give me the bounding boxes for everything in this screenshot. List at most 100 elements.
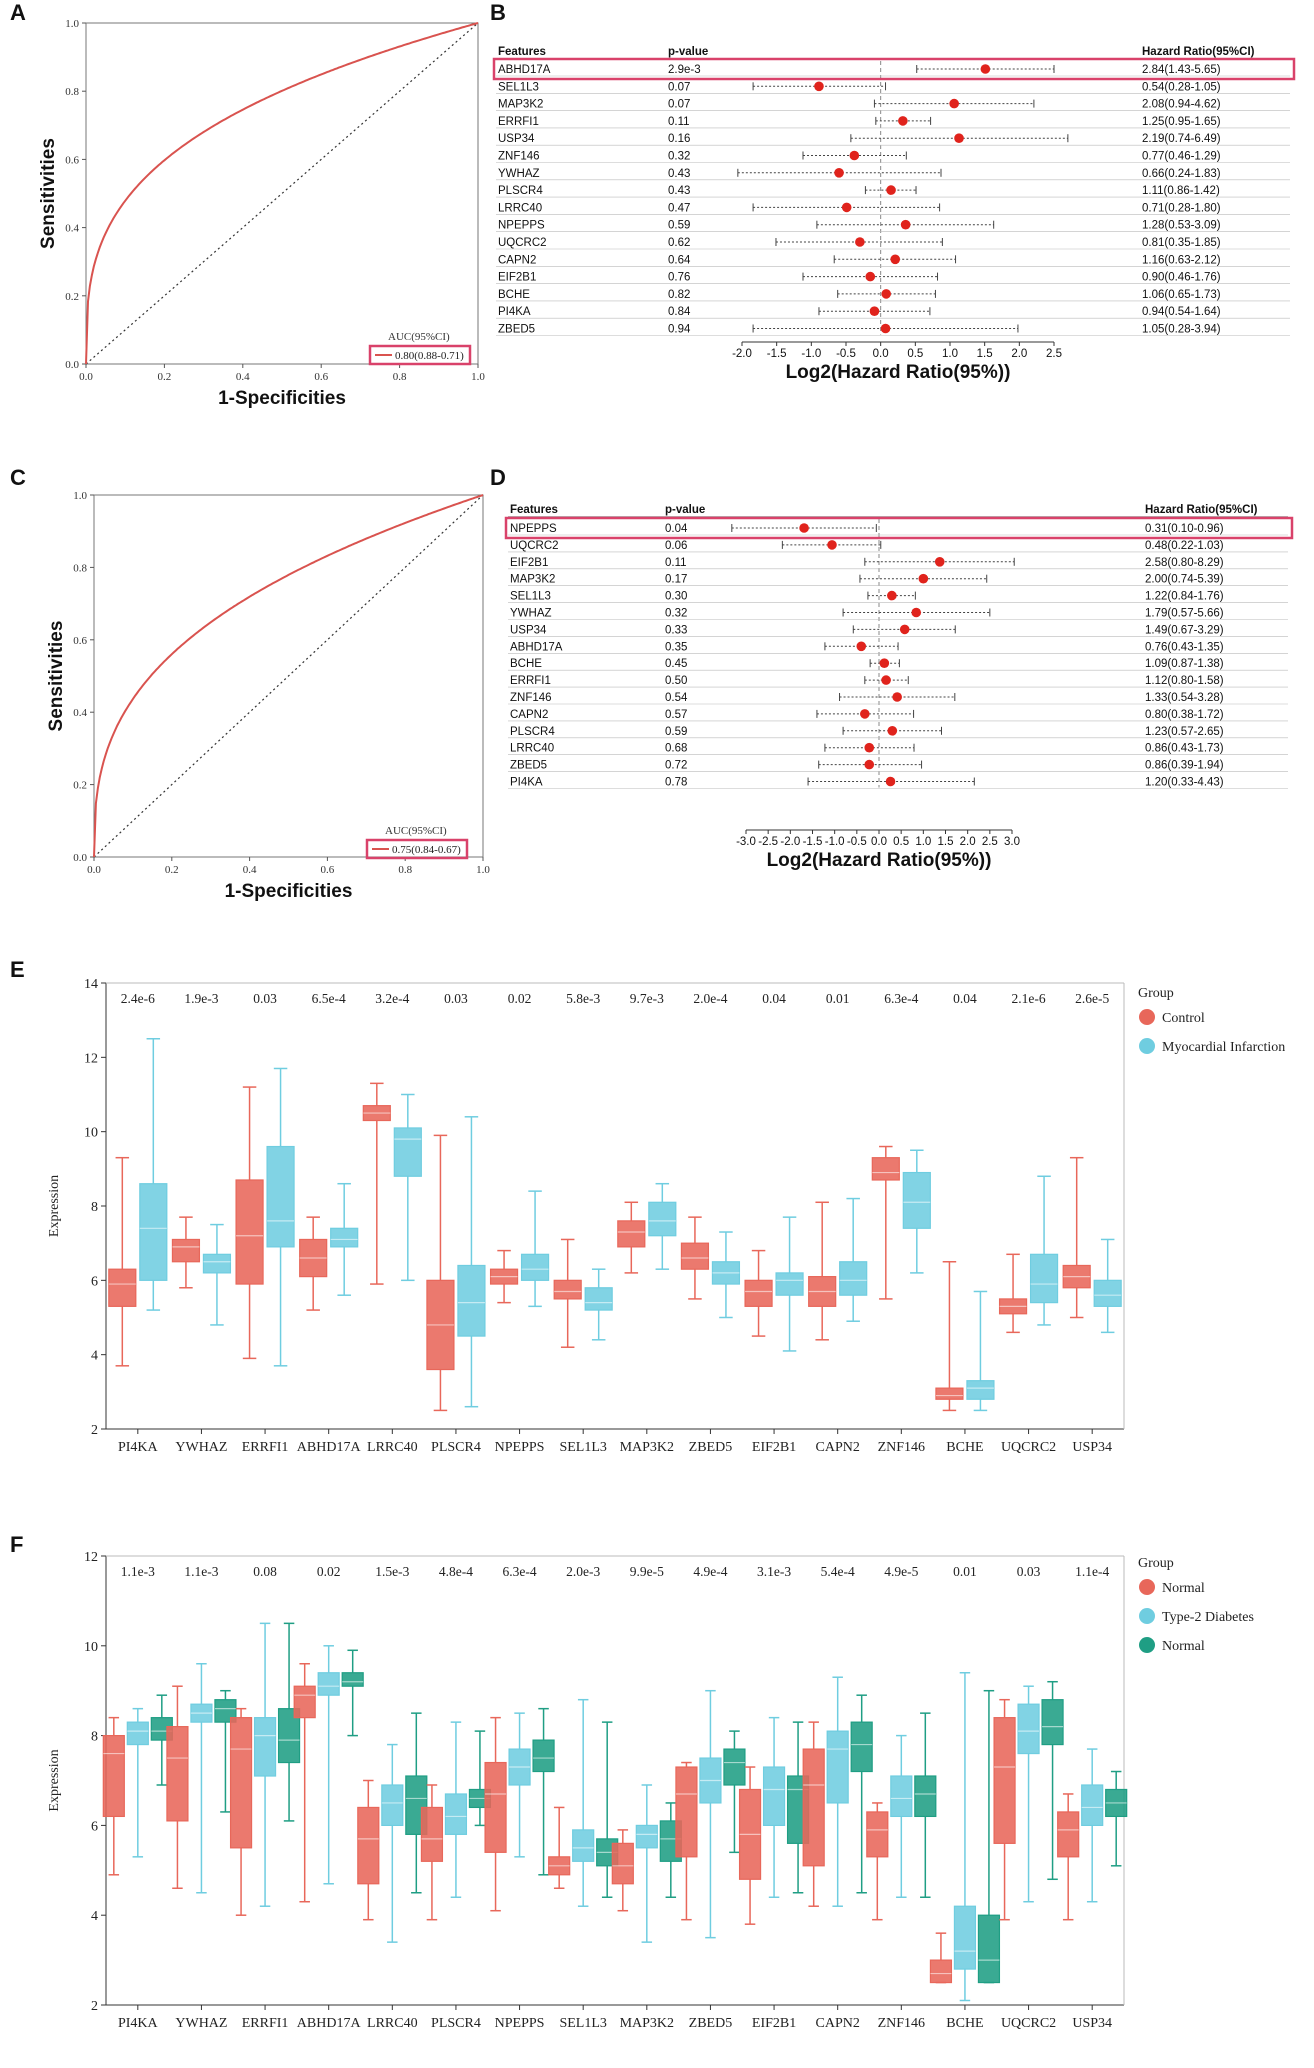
- x-tick-label: USP34: [1072, 2016, 1112, 2031]
- x-tick-label: ZNF146: [878, 2016, 925, 2031]
- plot-frame: [93, 494, 484, 858]
- x-tick-label: PI4KA: [118, 1440, 159, 1455]
- point-estimate: [864, 742, 875, 753]
- x-tick-label: 2.0: [960, 836, 976, 848]
- pvalue-label: 0.43: [668, 168, 690, 180]
- feature-label: ZBED5: [510, 760, 547, 772]
- x-tick-label: 0.6: [314, 371, 328, 383]
- box-cyan: [457, 1264, 486, 1337]
- point-estimate: [860, 709, 870, 719]
- x-tick-label: 1.0: [476, 864, 490, 876]
- y-tick-label: 12: [84, 1051, 98, 1066]
- pvalue-label: 0.32: [665, 608, 687, 620]
- feature-label: PI4KA: [510, 777, 543, 789]
- col-header-features: Features: [510, 504, 558, 516]
- roc-panel-c: 0.0 0.2 0.4 0.6 0.8 1.0 0.0 0.2 0.4 0.6 0.8 1.0 1-Sp…: [46, 490, 490, 902]
- hazard-ratio-label: 1.33(0.54-3.28): [1145, 692, 1224, 704]
- x-tick-label: ZBED5: [689, 1440, 733, 1455]
- x-tick-label: 0.2: [165, 864, 179, 876]
- point-estimate: [834, 168, 844, 178]
- box-red: [171, 1238, 201, 1263]
- pvalue-label: 0.57: [665, 709, 687, 721]
- x-tick-label: 1.5: [977, 348, 993, 360]
- box-red: [235, 1179, 264, 1285]
- x-tick-label: -1.5: [767, 348, 787, 360]
- x-tick-label: 2.5: [982, 836, 998, 848]
- roc-curve: [93, 494, 484, 858]
- pvalue-label: 0.43: [668, 185, 690, 197]
- box-cyan: [966, 1380, 995, 1400]
- pvalue-label: 0.54: [665, 692, 688, 704]
- y-tick-label: 10: [84, 1640, 98, 1655]
- feature-label: USP34: [498, 133, 535, 145]
- point-estimate: [827, 540, 837, 550]
- legend-entry: Myocardial Infarction: [1162, 1040, 1285, 1055]
- box-red: [420, 1806, 444, 1862]
- reference-diagonal: [93, 494, 484, 858]
- pvalue-label: 0.02: [508, 991, 532, 1006]
- hazard-ratio-label: 2.08(0.94-4.62): [1142, 99, 1221, 111]
- box-cyan: [775, 1272, 804, 1296]
- hazard-ratio-label: 0.86(0.39-1.94): [1145, 760, 1224, 772]
- x-tick-label: -1.5: [803, 836, 823, 848]
- y-tick-label: 10: [84, 1126, 98, 1141]
- feature-label: PLSCR4: [498, 185, 543, 197]
- pvalue-label: 6.3e-4: [884, 991, 918, 1006]
- pvalue-label: 0.62: [668, 237, 690, 249]
- feature-label: SEL1L3: [510, 591, 551, 603]
- box-red: [484, 1761, 507, 1853]
- legend-entry: 0.80(0.88-0.71): [395, 350, 464, 362]
- plot-frame: [85, 22, 479, 365]
- x-tick-label: -0.5: [836, 348, 856, 360]
- pvalue-label: 0.33: [665, 624, 687, 636]
- hazard-ratio-label: 0.77(0.46-1.29): [1142, 151, 1221, 163]
- x-tick-label: SEL1L3: [559, 1440, 606, 1455]
- pvalue-label: 0.04: [665, 523, 688, 535]
- pvalue-label: 0.78: [665, 777, 687, 789]
- legend-swatch-red: [1139, 1579, 1155, 1595]
- x-tick-label: 0.0: [871, 836, 887, 848]
- pvalue-label: 4.8e-4: [439, 1564, 473, 1579]
- pvalue-label: 0.35: [665, 641, 687, 653]
- y-tick-label: 0.2: [65, 291, 79, 303]
- box-cyan: [202, 1253, 232, 1274]
- point-estimate: [980, 64, 991, 74]
- col-header-hazard-ratio: Hazard Ratio(95%CI): [1145, 504, 1258, 516]
- legend-entry: Normal: [1162, 1581, 1205, 1596]
- x-tick-label: NPEPPS: [495, 2016, 545, 2031]
- point-estimate: [885, 776, 896, 787]
- y-tick-label: 0.6: [65, 154, 79, 166]
- pvalue-label: 5.4e-4: [821, 1564, 855, 1579]
- pvalue-label: 0.03: [1017, 1564, 1041, 1579]
- box-cyan: [1081, 1784, 1104, 1826]
- box-red: [680, 1242, 710, 1270]
- box-red: [929, 1959, 953, 1984]
- point-estimate: [880, 323, 891, 334]
- y-tick-label: 0.8: [65, 86, 79, 98]
- pvalue-label: 9.9e-5: [630, 1564, 664, 1579]
- x-axis-label: 1-Specificities: [225, 881, 353, 902]
- pvalue-label: 0.64: [668, 254, 691, 266]
- point-estimate: [949, 98, 959, 109]
- x-axis-label: Log2(Hazard Ratio(95%)): [786, 362, 1011, 383]
- x-tick-label: BCHE: [946, 1440, 983, 1455]
- hazard-ratio-label: 1.05(0.28-3.94): [1142, 324, 1221, 336]
- point-estimate: [814, 81, 824, 92]
- feature-label: USP34: [510, 624, 547, 636]
- x-tick-label: LRRC40: [367, 2016, 418, 2031]
- box-cyan: [393, 1127, 422, 1177]
- pvalue-label: 0.07: [668, 99, 690, 111]
- pvalue-label: 0.59: [668, 220, 690, 232]
- hazard-ratio-label: 2.58(0.80-8.29): [1145, 557, 1224, 569]
- y-tick-label: 8: [91, 1730, 98, 1745]
- box-cyan: [126, 1721, 149, 1746]
- y-tick-label: 2: [91, 1999, 98, 2014]
- hazard-ratio-label: 1.12(0.80-1.58): [1145, 675, 1224, 687]
- panel-label-c: C: [10, 465, 26, 490]
- box-cyan: [1029, 1253, 1059, 1304]
- box-teal: [277, 1708, 301, 1764]
- box-red: [871, 1157, 900, 1181]
- hazard-ratio-label: 0.71(0.28-1.80): [1142, 202, 1221, 214]
- pvalue-label: 0.17: [665, 574, 687, 586]
- hazard-ratio-label: 2.00(0.74-5.39): [1145, 574, 1224, 586]
